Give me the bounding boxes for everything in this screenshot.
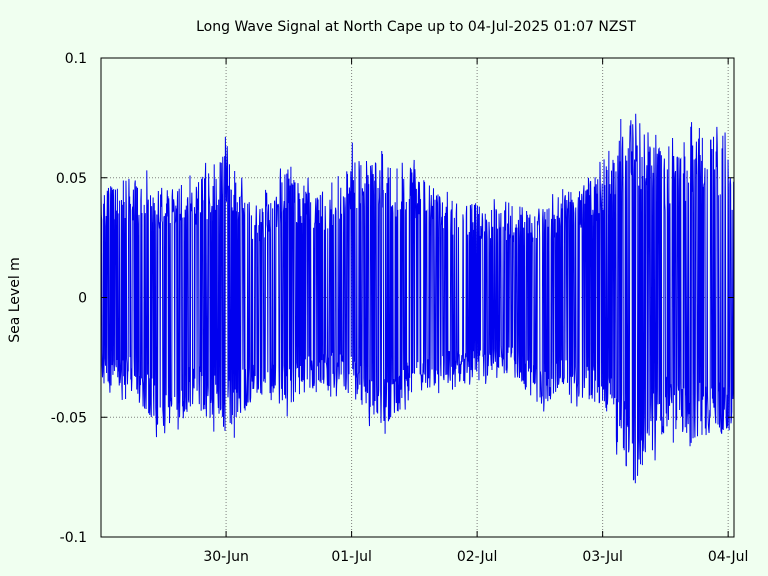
x-tick-label: 02-Jul (457, 549, 498, 565)
y-tick-label: -0.05 (51, 410, 87, 426)
y-tick-label: 0.1 (65, 51, 87, 67)
x-tick-label: 04-Jul (708, 549, 749, 565)
y-tick-label: -0.1 (60, 530, 87, 546)
x-tick-label: 30-Jun (203, 549, 249, 565)
x-axis-ticks: 30-Jun 01-Jul 02-Jul 03-Jul 04-Jul (203, 58, 748, 565)
signal-line (100, 113, 735, 484)
signal-series (100, 113, 735, 484)
x-tick-label: 01-Jul (331, 549, 372, 565)
y-axis-label: Sea Level m (7, 257, 23, 343)
y-tick-label: 0 (78, 291, 87, 307)
chart-title: Long Wave Signal at North Cape up to 04-… (196, 19, 636, 35)
x-tick-label: 03-Jul (582, 549, 623, 565)
y-axis-ticks: 0.1 0.05 0 -0.05 -0.1 (51, 51, 734, 546)
y-tick-label: 0.05 (56, 171, 87, 187)
